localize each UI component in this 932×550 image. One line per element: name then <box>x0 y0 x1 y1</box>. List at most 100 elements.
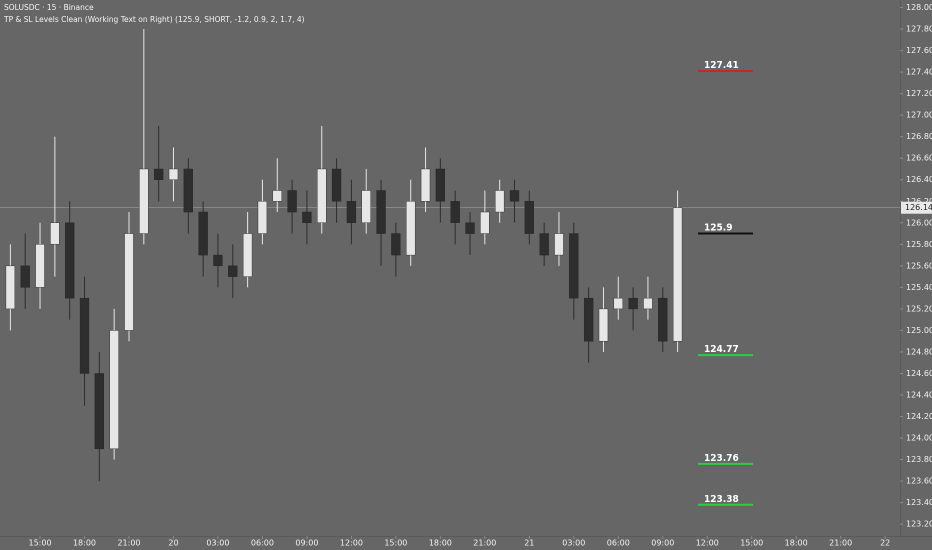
candle-body <box>109 330 119 450</box>
y-tick-label: 127.40 <box>906 68 932 77</box>
last-price-box <box>901 201 932 214</box>
candle-body <box>658 297 668 342</box>
y-tick-label: 126.80 <box>906 132 932 141</box>
candle-body <box>272 190 282 202</box>
y-tick-label: 125.00 <box>906 326 932 335</box>
y-tick-label: 123.40 <box>906 498 932 507</box>
x-tick-label: 06:00 <box>251 539 274 548</box>
candle-body <box>391 233 401 256</box>
x-tick-label: 03:00 <box>206 539 229 548</box>
y-tick-label: 127.80 <box>906 25 932 34</box>
candle-body <box>346 201 357 223</box>
y-tick-label: 125.40 <box>906 283 932 292</box>
x-tick-label: 03:00 <box>562 539 585 548</box>
x-tick-label: 15:00 <box>29 539 52 548</box>
candle-body <box>583 297 594 342</box>
candle-body <box>228 265 238 277</box>
y-tick-label: 127.60 <box>906 46 932 55</box>
candle-body <box>539 233 549 256</box>
y-tick-label: 124.80 <box>906 347 932 356</box>
candle-body <box>628 297 638 310</box>
x-tick-label: 18:00 <box>429 539 452 548</box>
candle-body <box>242 233 253 277</box>
candle-body <box>435 168 446 202</box>
y-tick-label: 126.00 <box>906 218 932 227</box>
candle-body <box>183 168 193 213</box>
x-tick-label: 18:00 <box>785 539 808 548</box>
candle-body <box>35 244 45 288</box>
y-tick-label: 127.20 <box>906 89 932 98</box>
x-tick-label: 12:00 <box>696 539 719 548</box>
candle-body <box>287 190 297 213</box>
x-tick-label: 06:00 <box>607 539 630 548</box>
y-tick-label: 123.80 <box>906 455 932 464</box>
candle-body <box>406 201 416 256</box>
candle-body <box>361 190 371 223</box>
y-tick-label: 126.60 <box>906 154 932 163</box>
x-tick-label: 21:00 <box>829 539 852 548</box>
y-tick-label: 126.40 <box>906 175 932 184</box>
candle-body <box>302 211 312 223</box>
chart-title: SOLUSDC · 15 · Binance <box>4 3 94 12</box>
y-tick-label: 126.20 <box>906 197 932 206</box>
candle-body <box>154 168 164 180</box>
x-tick-label: 22 <box>880 539 890 548</box>
candle-body <box>672 207 683 342</box>
candle-body <box>331 168 342 202</box>
candle-body <box>613 297 623 310</box>
candle-body <box>317 168 327 223</box>
level-label: 125.9 <box>704 223 732 234</box>
candle-body <box>20 265 30 288</box>
x-tick-label: 12:00 <box>340 539 363 548</box>
candle-body <box>465 222 475 234</box>
y-tick-label: 124.60 <box>906 369 932 378</box>
x-tick-label: 21 <box>524 539 534 548</box>
candle-body <box>5 265 16 310</box>
y-tick-label: 125.80 <box>906 240 932 249</box>
x-tick-label: 15:00 <box>740 539 763 548</box>
candle-body <box>124 233 134 331</box>
candle-body <box>94 373 104 450</box>
y-tick-label: 124.20 <box>906 412 932 421</box>
candle-body <box>198 211 208 256</box>
level-label: 124.77 <box>704 344 739 355</box>
x-tick-label: 21:00 <box>473 539 496 548</box>
candle-body <box>569 233 579 299</box>
last-price-label: 126.14 <box>905 203 932 212</box>
candle-body <box>139 168 149 234</box>
candle-body <box>168 168 179 180</box>
level-label: 123.76 <box>704 453 739 464</box>
candle-body <box>213 254 223 267</box>
x-tick-label: 20 <box>168 539 178 548</box>
candle-body <box>554 233 564 256</box>
y-tick-label: 125.20 <box>906 304 932 313</box>
y-tick-label: 123.20 <box>906 520 932 529</box>
candle-body <box>480 211 490 234</box>
y-tick-label: 127.00 <box>906 111 932 120</box>
candle-body <box>450 201 460 223</box>
y-tick-label: 124.40 <box>906 391 932 400</box>
x-tick-label: 18:00 <box>73 539 96 548</box>
level-label: 123.38 <box>704 494 739 505</box>
y-tick-label: 124.00 <box>906 434 932 443</box>
x-tick-label: 21:00 <box>117 539 140 548</box>
candle-body <box>420 168 431 202</box>
x-tick-label: 09:00 <box>295 539 318 548</box>
level-label: 127.41 <box>704 60 739 71</box>
candle-body <box>643 297 653 310</box>
indicator-label: TP & SL Levels Clean (Working Text on Ri… <box>3 15 305 24</box>
candle-body <box>376 190 386 234</box>
x-tick-label: 15:00 <box>384 539 407 548</box>
y-tick-label: 128.00 <box>906 3 932 12</box>
y-tick-label: 125.60 <box>906 261 932 270</box>
candle-body <box>79 297 90 374</box>
y-tick-label: 123.60 <box>906 477 932 486</box>
candle-body <box>65 222 75 299</box>
candle-body <box>524 201 534 234</box>
candle-body <box>495 190 505 213</box>
candle-body <box>598 308 609 342</box>
candle-body <box>257 201 268 234</box>
